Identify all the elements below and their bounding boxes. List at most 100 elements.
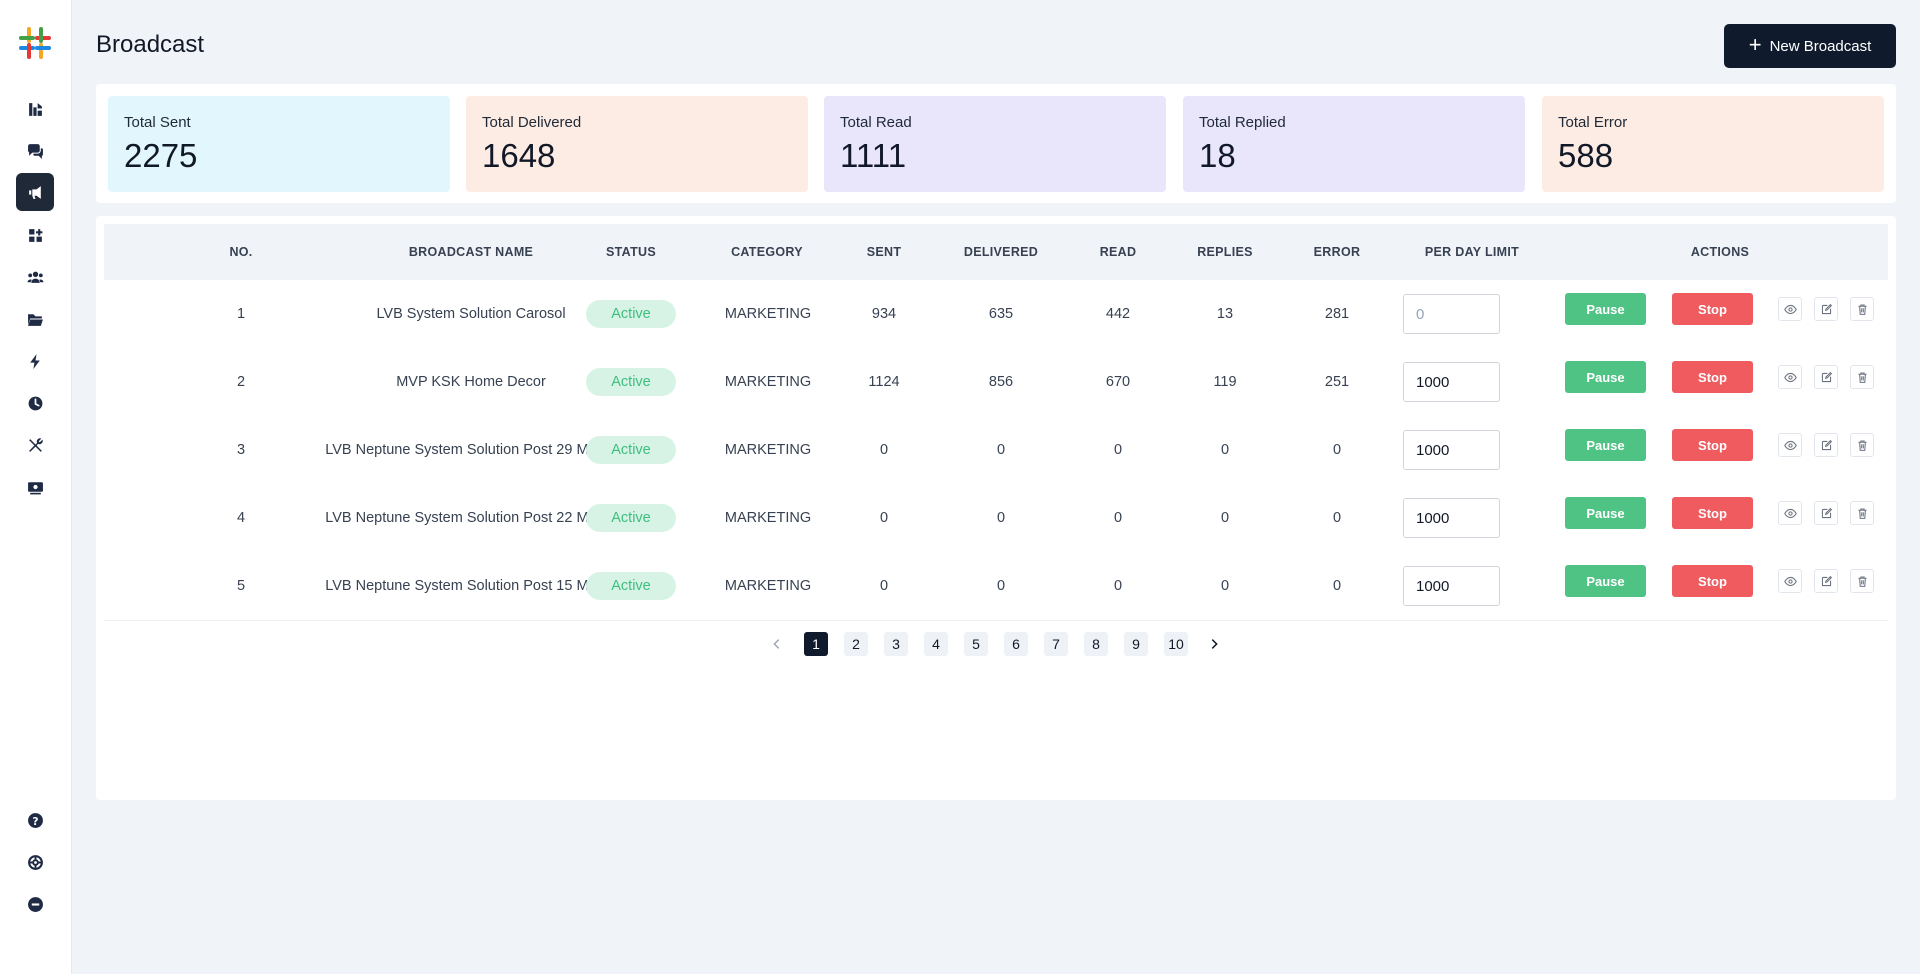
column-header-error: ERROR xyxy=(1313,245,1361,259)
sidebar-item-logout[interactable] xyxy=(16,885,54,923)
stop-button[interactable]: Stop xyxy=(1672,497,1753,529)
page-button[interactable]: 9 xyxy=(1124,632,1148,656)
support-icon xyxy=(27,854,43,870)
per-day-limit-input[interactable] xyxy=(1403,498,1500,538)
row-sent: 0 xyxy=(879,442,889,458)
pause-button[interactable]: Pause xyxy=(1565,429,1646,461)
row-read: 670 xyxy=(1105,374,1131,390)
brand-logo[interactable] xyxy=(16,24,54,62)
eye-icon xyxy=(1783,304,1797,314)
row-replies: 119 xyxy=(1213,374,1237,390)
per-day-limit-input[interactable] xyxy=(1403,362,1500,402)
table-row: 3 LVB Neptune System Solution Post 29 Ma… xyxy=(96,416,1896,484)
delete-button[interactable] xyxy=(1850,365,1874,389)
new-broadcast-button[interactable]: + New Broadcast xyxy=(1724,24,1896,68)
row-error: 0 xyxy=(1332,578,1342,594)
page-button[interactable]: 6 xyxy=(1004,632,1028,656)
row-delivered: 0 xyxy=(996,442,1006,458)
row-broadcast-name: LVB Neptune System Solution Post 15 Marc… xyxy=(325,578,617,594)
prev-page-button[interactable] xyxy=(765,632,789,656)
sidebar-item-scheduled[interactable] xyxy=(16,384,54,422)
delete-button[interactable] xyxy=(1850,297,1874,321)
view-button[interactable] xyxy=(1778,433,1802,457)
page-button[interactable]: 3 xyxy=(884,632,908,656)
row-delivered: 856 xyxy=(988,374,1014,390)
delete-button[interactable] xyxy=(1850,569,1874,593)
sidebar-item-help[interactable]: ? xyxy=(16,801,54,839)
page-button[interactable]: 1 xyxy=(804,632,828,656)
delete-button[interactable] xyxy=(1850,433,1874,457)
page-button[interactable]: 4 xyxy=(924,632,948,656)
edit-button[interactable] xyxy=(1814,501,1838,525)
sidebar-item-dashboard[interactable] xyxy=(16,90,54,128)
row-broadcast-name: LVB Neptune System Solution Post 22 Marc… xyxy=(325,510,617,526)
row-error: 251 xyxy=(1324,374,1350,390)
stop-button[interactable]: Stop xyxy=(1672,429,1753,461)
row-replies: 13 xyxy=(1216,306,1234,322)
edit-button[interactable] xyxy=(1814,433,1838,457)
status-badge: Active xyxy=(586,436,676,464)
sidebar-item-files[interactable] xyxy=(16,300,54,338)
stat-label: Total Replied xyxy=(1199,114,1286,131)
sidebar-item-broadcast[interactable] xyxy=(16,173,54,211)
sidebar-item-support[interactable] xyxy=(16,843,54,881)
pause-button[interactable]: Pause xyxy=(1565,565,1646,597)
sidebar-item-automation[interactable] xyxy=(16,342,54,380)
megaphone-icon xyxy=(28,185,41,199)
stop-button[interactable]: Stop xyxy=(1672,361,1753,393)
pause-button[interactable]: Pause xyxy=(1565,293,1646,325)
help-icon: ? xyxy=(27,812,43,828)
edit-button[interactable] xyxy=(1814,297,1838,321)
folder-icon xyxy=(27,313,43,326)
stat-card-total-replied: Total Replied 18 xyxy=(1183,96,1525,192)
page-button[interactable]: 10 xyxy=(1164,632,1188,656)
pause-button[interactable]: Pause xyxy=(1565,497,1646,529)
pause-button[interactable]: Pause xyxy=(1565,361,1646,393)
row-delivered: 0 xyxy=(996,510,1006,526)
view-button[interactable] xyxy=(1778,569,1802,593)
row-category: MARKETING xyxy=(724,578,812,594)
sidebar-item-billing[interactable] xyxy=(16,468,54,506)
row-read: 442 xyxy=(1105,306,1131,322)
view-button[interactable] xyxy=(1778,297,1802,321)
edit-button[interactable] xyxy=(1814,569,1838,593)
row-read: 0 xyxy=(1113,510,1123,526)
edit-icon xyxy=(1821,575,1832,586)
stop-button[interactable]: Stop xyxy=(1672,565,1753,597)
sidebar-item-apps[interactable] xyxy=(16,216,54,254)
sidebar-item-tools[interactable] xyxy=(16,426,54,464)
trash-icon xyxy=(1857,508,1867,519)
eye-icon xyxy=(1783,508,1797,518)
stat-card-total-error: Total Error 588 xyxy=(1542,96,1884,192)
table-row: 4 LVB Neptune System Solution Post 22 Ma… xyxy=(96,484,1896,552)
sidebar-item-chats[interactable] xyxy=(16,132,54,170)
column-header-sent: SENT xyxy=(866,245,902,259)
view-button[interactable] xyxy=(1778,365,1802,389)
pagination: 1 2 3 4 5 6 7 8 9 10 xyxy=(0,632,1920,656)
page-button[interactable]: 8 xyxy=(1084,632,1108,656)
edit-button[interactable] xyxy=(1814,365,1838,389)
delete-button[interactable] xyxy=(1850,501,1874,525)
stats-panel: Total Sent 2275 Total Delivered 1648 Tot… xyxy=(96,84,1896,203)
next-page-button[interactable] xyxy=(1202,632,1226,656)
row-no: 1 xyxy=(236,306,246,322)
trash-icon xyxy=(1857,440,1867,451)
page-button[interactable]: 5 xyxy=(964,632,988,656)
view-button[interactable] xyxy=(1778,501,1802,525)
edit-icon xyxy=(1821,439,1832,450)
per-day-limit-input[interactable] xyxy=(1403,294,1500,334)
page-button[interactable]: 2 xyxy=(844,632,868,656)
new-broadcast-label: New Broadcast xyxy=(1769,37,1872,55)
stop-button[interactable]: Stop xyxy=(1672,293,1753,325)
stat-label: Total Sent xyxy=(124,114,191,131)
per-day-limit-input[interactable] xyxy=(1403,430,1500,470)
table-row: 1 LVB System Solution Carosol Active MAR… xyxy=(96,280,1896,348)
column-header-per-day-limit: PER DAY LIMIT xyxy=(1424,245,1520,259)
edit-icon xyxy=(1821,507,1832,518)
per-day-limit-input[interactable] xyxy=(1403,566,1500,606)
column-header-no: NO. xyxy=(229,245,253,259)
row-broadcast-name: LVB System Solution Carosol xyxy=(376,306,566,322)
sidebar-item-contacts[interactable] xyxy=(16,258,54,296)
status-badge: Active xyxy=(586,504,676,532)
page-button[interactable]: 7 xyxy=(1044,632,1068,656)
